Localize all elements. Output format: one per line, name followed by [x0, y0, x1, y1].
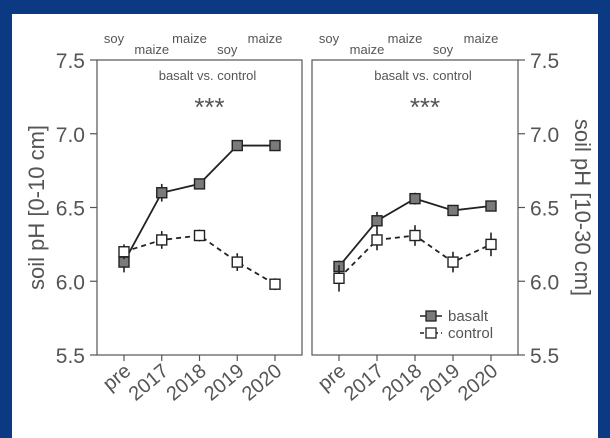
legend-marker-basalt: [425, 310, 437, 322]
x-tick-label: 2019: [416, 360, 464, 405]
y-axis-label: soil pH [0-10 cm]: [24, 125, 49, 290]
y-tick-label: 7.0: [56, 124, 85, 147]
series-line-basalt: [123, 144, 275, 263]
x-tick-label: 2020: [454, 360, 502, 405]
data-point-basalt: [409, 192, 421, 205]
crop-label: maize: [464, 31, 499, 46]
y-tick-label: 7.0: [530, 124, 559, 147]
legend-marker-control: [425, 327, 437, 339]
data-point-basalt: [447, 204, 459, 217]
data-point-control: [409, 229, 421, 242]
data-point-basalt: [156, 187, 168, 199]
x-tick-label: 2017: [340, 360, 388, 405]
series-line-control: [123, 234, 276, 285]
y-tick-label: 6.0: [530, 271, 559, 294]
data-point-control: [193, 229, 206, 242]
crop-label: soy: [433, 42, 454, 57]
crop-label: maize: [134, 42, 169, 57]
comparison-label: basalt vs. control: [159, 68, 257, 83]
data-point-control: [485, 238, 497, 251]
data-point-basalt: [193, 178, 206, 190]
significance-label: ***: [410, 92, 440, 122]
y-tick-label: 6.0: [56, 271, 85, 294]
y-tick-label: 6.5: [56, 198, 85, 221]
data-point-control: [231, 256, 243, 268]
data-point-basalt: [269, 139, 281, 152]
data-point-control: [333, 272, 345, 284]
crop-label: maize: [172, 31, 207, 46]
data-point-basalt: [485, 200, 497, 212]
x-tick-label: 2020: [238, 360, 286, 405]
y-tick-label: 5.5: [56, 345, 85, 368]
y-tick-label: 6.5: [530, 198, 559, 221]
significance-label: ***: [194, 92, 224, 122]
x-tick-label: 2018: [162, 360, 210, 405]
x-tick-label: 2017: [125, 360, 173, 405]
legend-label-control: control: [448, 325, 493, 342]
x-tick-label: 2018: [378, 360, 426, 405]
comparison-label: basalt vs. control: [374, 68, 472, 83]
y-axis-label: soil pH [10-30 cm]: [570, 119, 595, 296]
crop-label: maize: [350, 42, 385, 57]
crop-label: maize: [388, 31, 423, 46]
data-point-basalt: [231, 139, 243, 152]
data-point-control: [118, 246, 130, 258]
y-tick-label: 5.5: [530, 345, 559, 368]
data-point-control: [371, 234, 383, 246]
data-point-control: [447, 256, 459, 268]
data-point-basalt: [371, 215, 383, 227]
data-point-control: [269, 278, 281, 290]
data-point-control: [156, 234, 168, 246]
crop-label: soy: [319, 31, 340, 46]
y-tick-label: 7.5: [56, 50, 85, 73]
x-tick-label: 2019: [200, 360, 248, 405]
figure-panel: [12, 14, 598, 438]
crop-label: soy: [217, 42, 238, 57]
y-tick-label: 7.5: [530, 50, 559, 73]
crop-label: soy: [104, 31, 125, 46]
legend-label-basalt: basalt: [448, 308, 489, 325]
crop-label: maize: [248, 31, 283, 46]
